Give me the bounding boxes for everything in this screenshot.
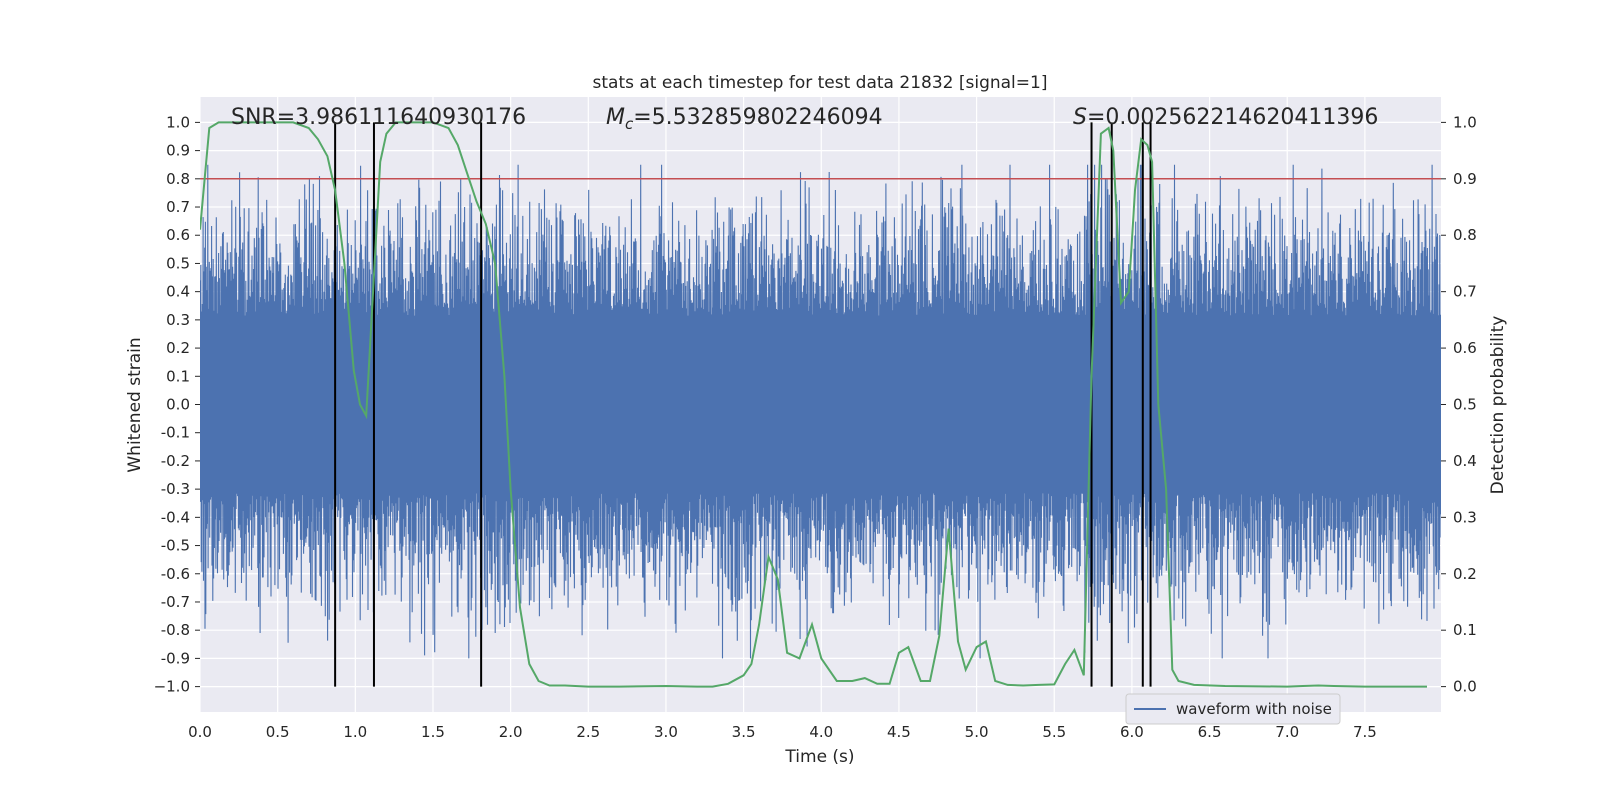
y-tick-label: -0.6: [161, 565, 190, 583]
mc-annotation: Mc=5.532859802246094: [606, 105, 883, 133]
y-tick-label: -0.9: [161, 649, 190, 667]
y-tick-label: 0.0: [166, 396, 190, 414]
x-tick-label: 4.0: [809, 723, 833, 741]
snr-annotation: SNR=3.986111640930176: [231, 105, 526, 130]
s-annotation: S=0.002562214620411396: [1073, 105, 1378, 130]
y-tick-label: 0.7: [166, 198, 190, 216]
x-tick-label: 5.5: [1042, 723, 1066, 741]
series-detection-probability: [200, 121, 1427, 688]
x-tick-label: 3.0: [654, 723, 678, 741]
y-tick-label: -0.4: [161, 508, 190, 526]
x-tick-label: 7.0: [1275, 723, 1299, 741]
y2-tick-label: 0.8: [1453, 226, 1477, 244]
y-tick-label: 0.9: [166, 142, 190, 160]
x-tick-label: 6.5: [1198, 723, 1222, 741]
peak-markers: [334, 122, 1152, 687]
x-tick-label: 2.5: [576, 723, 600, 741]
y-tick-label: -0.5: [161, 537, 190, 555]
y2-tick-label: 0.7: [1453, 283, 1477, 301]
y-tick-label: 0.3: [166, 311, 190, 329]
y-tick-labels: 1.0 0.9 0.8 0.7 0.6 0.5 0.4 0.3 0.2 0.1 0.0 -0.1 -0.…: [154, 113, 200, 696]
y2-tick-label: 0.4: [1453, 452, 1477, 470]
x-tick-label: 0.5: [266, 723, 290, 741]
y2-tick-label: 0.1: [1453, 621, 1477, 639]
y2-tick-labels: 1.0 0.9 0.8 0.7 0.6 0.5 0.4 0.3 0.2 0.1 0.0: [1441, 113, 1477, 696]
y-tick-label: -0.1: [161, 424, 190, 442]
y-tick-label: -0.8: [161, 621, 190, 639]
y2-tick-label: 0.3: [1453, 508, 1477, 526]
y2-axis-label: Detection probability: [1488, 316, 1508, 495]
x-tick-label: 1.0: [343, 723, 367, 741]
y-tick-label: -0.7: [161, 593, 190, 611]
s-value: =0.002562214620411396: [1087, 105, 1378, 130]
x-tick-labels: 0.0 0.5 1.0 1.5 2.0 2.5 3.0 3.5 4.0 4.5 5.0 5.5 6.0 6…: [188, 723, 1377, 741]
y-tick-label: -0.3: [161, 480, 190, 498]
mc-symbol: M: [606, 105, 625, 130]
mc-subscript: c: [625, 115, 634, 133]
y2-tick-label: 0.9: [1453, 170, 1477, 188]
legend: waveform with noise: [1125, 693, 1341, 725]
x-tick-label: 0.0: [188, 723, 212, 741]
y-tick-label: −1.0: [154, 678, 190, 696]
x-tick-label: 7.5: [1353, 723, 1377, 741]
x-tick-label: 4.5: [887, 723, 911, 741]
x-tick-label: 1.5: [421, 723, 445, 741]
y2-tick-label: 0.5: [1453, 396, 1477, 414]
legend-box: [1125, 693, 1341, 725]
y2-tick-label: 0.6: [1453, 339, 1477, 357]
mc-value: =5.532859802246094: [633, 105, 882, 130]
x-tick-label: 2.0: [499, 723, 523, 741]
x-tick-label: 6.0: [1120, 723, 1144, 741]
y2-tick-label: 1.0: [1453, 113, 1477, 131]
x-tick-label: 5.0: [965, 723, 989, 741]
y2-tick-label: 0.0: [1453, 678, 1477, 696]
y-tick-label: 0.6: [166, 226, 190, 244]
chart-title: stats at each timestep for test data 218…: [593, 73, 1048, 93]
x-tick-label: 3.5: [732, 723, 756, 741]
y-tick-label: 0.5: [166, 254, 190, 272]
y-tick-label: 0.8: [166, 170, 190, 188]
y-axis-label: Whitened strain: [125, 337, 145, 472]
y-tick-label: 0.2: [166, 339, 190, 357]
x-axis-label: Time (s): [784, 747, 854, 767]
y-tick-label: 0.4: [166, 283, 190, 301]
y-tick-label: 1.0: [166, 113, 190, 131]
y-tick-label: 0.1: [166, 367, 190, 385]
y2-tick-label: 0.2: [1453, 565, 1477, 583]
s-symbol: S: [1073, 105, 1087, 130]
legend-label: waveform with noise: [1176, 700, 1332, 718]
y-tick-label: -0.2: [161, 452, 190, 470]
series-waveform-with-noise: [200, 164, 1441, 659]
